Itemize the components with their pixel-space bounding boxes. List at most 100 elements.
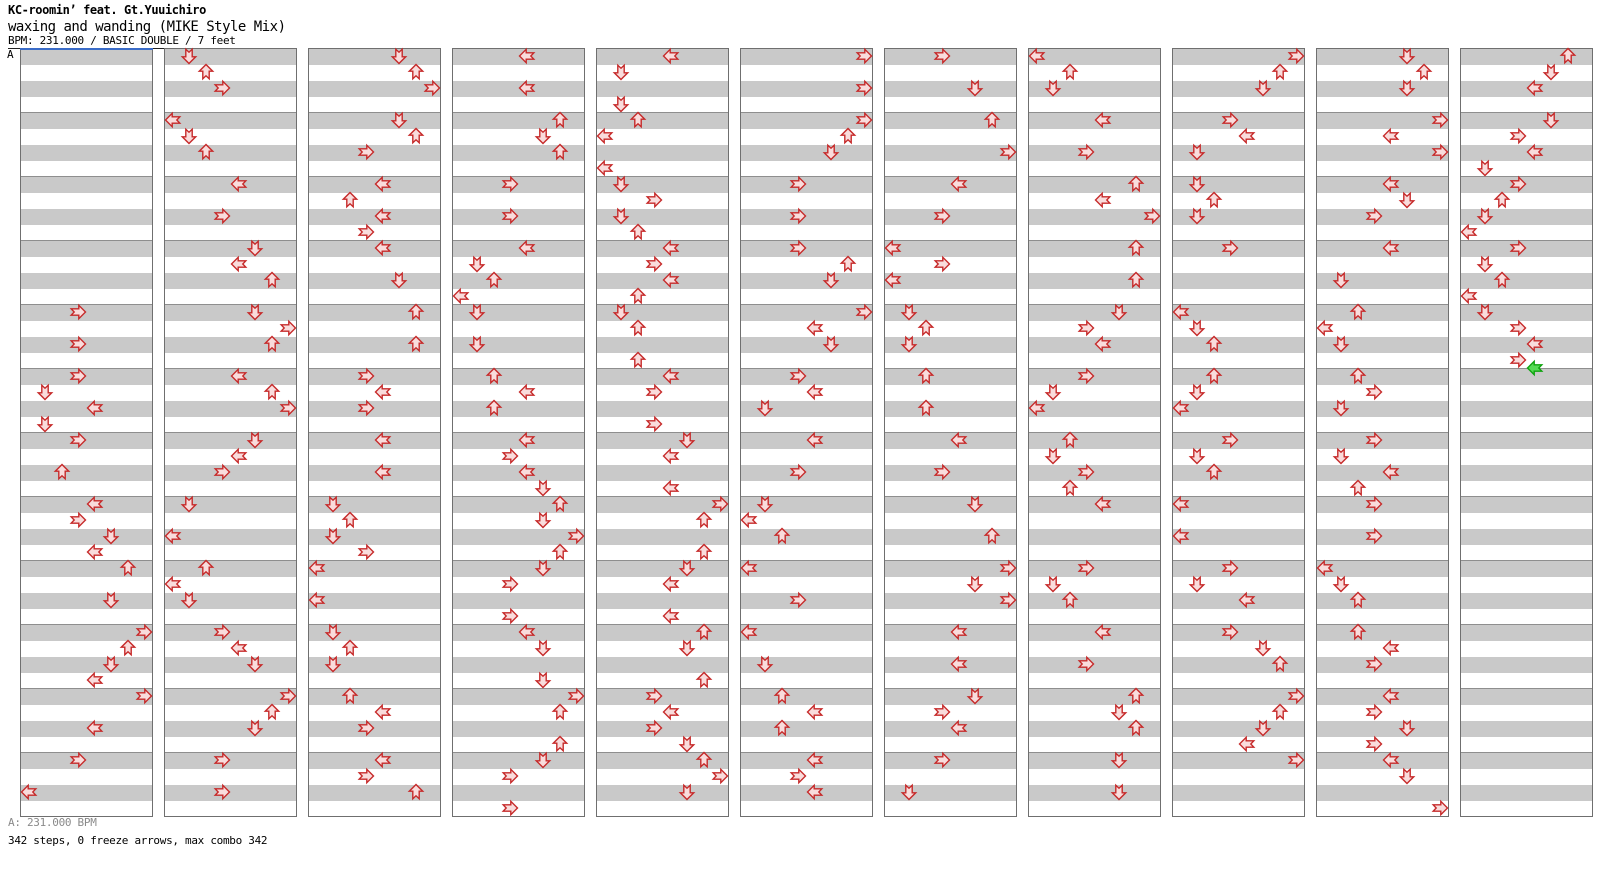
- step-arrow-right: [1077, 319, 1095, 337]
- step-arrow-down: [534, 127, 552, 145]
- step-arrow-up: [839, 255, 857, 273]
- step-arrow-up: [1493, 191, 1511, 209]
- step-arrow-down: [1332, 399, 1350, 417]
- step-arrow-up: [263, 335, 281, 353]
- step-arrow-up: [551, 735, 569, 753]
- step-arrow-down: [966, 79, 984, 97]
- step-arrow-down: [1188, 319, 1206, 337]
- step-arrow-right: [1365, 495, 1383, 513]
- step-arrow-up: [551, 143, 569, 161]
- step-arrow-left: [1382, 687, 1400, 705]
- step-arrow-right: [501, 575, 519, 593]
- step-arrow-left: [518, 239, 536, 257]
- step-arrow-right: [789, 463, 807, 481]
- step-arrow-right: [1143, 207, 1161, 225]
- step-arrow-right: [933, 207, 951, 225]
- step-arrow-down: [534, 479, 552, 497]
- step-arrow-down: [324, 527, 342, 545]
- step-arrow-up: [1349, 591, 1367, 609]
- step-arrow-left: [1094, 335, 1112, 353]
- chart-panel: [884, 47, 1017, 817]
- step-arrow-left: [230, 447, 248, 465]
- step-arrow-right: [1365, 527, 1383, 545]
- step-arrow-left: [164, 527, 182, 545]
- step-arrow-up: [197, 559, 215, 577]
- step-arrow-right: [135, 687, 153, 705]
- step-arrow-right: [69, 431, 87, 449]
- step-arrow-down: [756, 399, 774, 417]
- step-arrow-left: [662, 575, 680, 593]
- step-arrow-down: [612, 95, 630, 113]
- step-arrow-up: [1127, 271, 1145, 289]
- chart-panel: [596, 47, 729, 817]
- step-arrow-right: [711, 495, 729, 513]
- step-arrow-left: [86, 495, 104, 513]
- step-arrow-right: [933, 703, 951, 721]
- step-arrow-right: [789, 367, 807, 385]
- step-arrow-right: [501, 607, 519, 625]
- step-arrow-right: [1365, 207, 1383, 225]
- step-arrow-left: [1094, 495, 1112, 513]
- step-arrow-down: [1332, 447, 1350, 465]
- step-arrow-up: [407, 783, 425, 801]
- step-arrow-down: [1476, 207, 1494, 225]
- step-arrow-right: [567, 527, 585, 545]
- step-arrow-up: [629, 319, 647, 337]
- step-arrow-left: [1094, 191, 1112, 209]
- step-arrow-left: [662, 703, 680, 721]
- step-arrow-down: [180, 127, 198, 145]
- step-arrow-right: [501, 175, 519, 193]
- step-arrow-left: [806, 703, 824, 721]
- step-arrow-up: [407, 127, 425, 145]
- step-arrow-down: [390, 111, 408, 129]
- step-arrow-down: [1398, 47, 1416, 65]
- step-arrow-left: [806, 383, 824, 401]
- step-arrow-down: [468, 303, 486, 321]
- step-arrow-left: [1526, 79, 1544, 97]
- step-arrow-left: [1238, 735, 1256, 753]
- step-arrow-down: [246, 655, 264, 673]
- step-arrow-up: [773, 687, 791, 705]
- step-arrow-left: [740, 623, 758, 641]
- step-arrow-right: [69, 335, 87, 353]
- step-arrow-down: [1254, 719, 1272, 737]
- step-arrow-left: [374, 751, 392, 769]
- chart-panel: [1460, 47, 1593, 817]
- step-arrow-left: [374, 207, 392, 225]
- step-arrow-left: [1238, 127, 1256, 145]
- chart-panel: [20, 48, 153, 817]
- step-arrow-right: [645, 383, 663, 401]
- step-arrow-right: [789, 239, 807, 257]
- step-arrow-left: [950, 623, 968, 641]
- step-arrow-right: [135, 623, 153, 641]
- step-arrow-up: [53, 463, 71, 481]
- step-arrow-down: [534, 751, 552, 769]
- step-arrow-left: [1460, 223, 1478, 241]
- step-arrow-left: [518, 79, 536, 97]
- step-arrow-down: [966, 575, 984, 593]
- step-arrow-right: [1509, 239, 1527, 257]
- step-arrow-right: [1431, 799, 1449, 817]
- step-arrow-right: [501, 207, 519, 225]
- step-arrow-down: [1542, 63, 1560, 81]
- step-arrow-up: [263, 271, 281, 289]
- step-arrow-left: [374, 383, 392, 401]
- step-arrow-right: [1221, 239, 1239, 257]
- step-arrow-right: [1221, 623, 1239, 641]
- step-arrow-down: [102, 527, 120, 545]
- chart-info-line: BPM: 231.000 / BASIC DOUBLE / 7 feet: [8, 34, 236, 49]
- step-arrow-down: [678, 735, 696, 753]
- step-arrow-up: [629, 287, 647, 305]
- step-arrow-right: [1221, 111, 1239, 129]
- step-arrow-left: [1382, 639, 1400, 657]
- step-arrow-down: [678, 783, 696, 801]
- step-arrow-down: [1542, 111, 1560, 129]
- step-arrow-right: [1509, 127, 1527, 145]
- step-arrow-down: [102, 591, 120, 609]
- step-arrow-down: [1110, 303, 1128, 321]
- step-arrow-right: [69, 511, 87, 529]
- step-arrow-down: [678, 431, 696, 449]
- step-arrow-right: [645, 687, 663, 705]
- step-arrow-up: [119, 639, 137, 657]
- step-arrow-left: [164, 111, 182, 129]
